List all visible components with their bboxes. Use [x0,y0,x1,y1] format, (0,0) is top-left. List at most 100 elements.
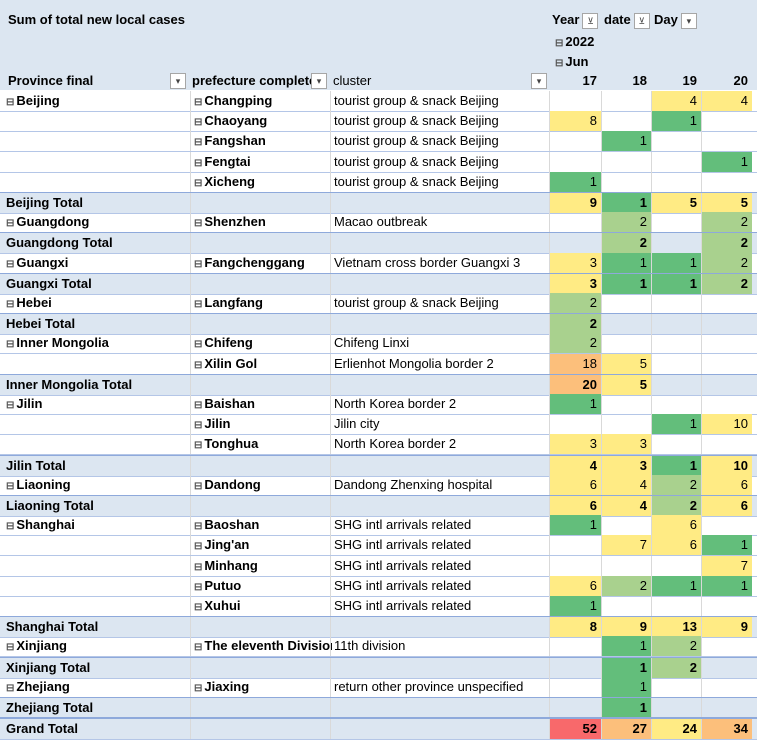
cluster-cell[interactable]: SHG intl arrivals related [330,575,552,596]
day-18-value-cell[interactable] [601,555,651,576]
cluster-cell[interactable] [330,374,552,395]
day-18-value-cell[interactable]: 5 [601,353,651,374]
day-17-value-cell[interactable]: 1 [549,596,601,616]
day-20-value-cell[interactable]: 2 [701,252,752,273]
day-17-value-cell[interactable]: 18 [549,353,601,374]
day-18-value-cell[interactable]: 7 [601,535,651,556]
day-18-value-cell[interactable]: 1 [601,193,651,213]
day-17-value-cell[interactable] [549,131,601,152]
day-19-value-cell[interactable] [651,333,701,354]
day-17-value-cell[interactable]: 4 [549,455,601,476]
prefecture-cell[interactable] [190,233,332,254]
day-19-value-cell[interactable]: 5 [651,193,701,213]
collapse-icon[interactable]: ⊟ [194,218,203,230]
day-19-value-cell[interactable]: 6 [651,535,701,556]
prefecture-cell[interactable]: ⊟ Tonghua [190,434,332,455]
day-17-value-cell[interactable]: 9 [549,193,601,213]
day-20-value-cell[interactable]: 2 [701,273,752,294]
prefecture-cell[interactable]: ⊟ Chaoyang [190,111,332,132]
year-filter[interactable]: Year ⊻ [552,12,599,29]
collapse-icon[interactable]: ⊟ [6,218,15,230]
province-cell[interactable] [6,172,186,192]
prefecture-cell[interactable]: ⊟ Fangchenggang [190,252,332,273]
date-filter[interactable]: date ⊻ [604,12,650,29]
prefecture-cell[interactable] [190,374,332,395]
day-17-value-cell[interactable]: 1 [549,515,601,536]
province-cell[interactable]: Zhejiang Total [6,698,186,718]
year-value[interactable]: ⊟ 2022 [555,34,595,49]
day-18-value-cell[interactable]: 2 [601,233,651,254]
province-cell[interactable]: Guangdong Total [6,233,186,253]
collapse-icon[interactable]: ⊟ [194,642,203,654]
province-cell[interactable] [6,111,186,131]
month-value[interactable]: ⊟ Jun [555,54,589,69]
day-17-value-cell[interactable]: 2 [549,314,601,335]
cluster-cell[interactable] [330,233,552,254]
collapse-icon[interactable]: ⊟ [6,642,15,654]
day-18-value-cell[interactable]: 1 [601,636,651,657]
prefecture-cell[interactable]: ⊟ Changping [190,91,332,111]
cluster-cell[interactable] [330,455,552,476]
day-18-value-cell[interactable] [601,333,651,354]
day-17-value-cell[interactable]: 2 [549,333,601,354]
cluster-cell[interactable]: SHG intl arrivals related [330,596,552,616]
province-cell[interactable] [6,576,186,596]
day-19-value-cell[interactable] [651,151,701,172]
filter-active-icon[interactable]: ⊻ [582,12,599,29]
cluster-cell[interactable]: 11th division [330,636,552,657]
day-17-value-cell[interactable] [549,151,601,172]
collapse-icon[interactable]: ⊟ [6,480,15,492]
prefecture-cell[interactable]: ⊟ Chifeng [190,333,332,354]
day-19-value-cell[interactable] [651,353,701,374]
prefecture-cell[interactable]: ⊟ Baoshan [190,515,332,536]
prefecture-cell[interactable]: ⊟ Fangshan [190,131,332,152]
day-17-value-cell[interactable] [549,233,601,254]
day-17-value-cell[interactable] [549,636,601,657]
day-17-value-cell[interactable] [549,535,601,556]
collapse-icon[interactable]: ⊟ [194,420,203,432]
collapse-icon[interactable]: ⊟ [6,299,15,310]
day-19-value-cell[interactable]: 13 [651,617,701,638]
day-19-value-cell[interactable] [651,233,701,254]
province-column-header[interactable]: Province final ▾ [8,73,186,89]
province-cell[interactable]: ⊟ Xinjiang [6,636,186,656]
collapse-icon[interactable]: ⊟ [555,38,564,49]
day-18-value-cell[interactable]: 5 [601,374,651,395]
prefecture-cell[interactable] [190,496,332,516]
day-20-value-cell[interactable]: 4 [701,91,752,111]
day-17-value-cell[interactable] [549,414,601,435]
day-18-value-cell[interactable]: 4 [601,474,651,495]
collapse-icon[interactable]: ⊟ [6,521,15,533]
prefecture-cell[interactable] [190,273,332,294]
collapse-icon[interactable]: ⊟ [194,541,203,553]
collapse-icon[interactable]: ⊟ [194,480,203,492]
collapse-icon[interactable]: ⊟ [194,137,203,149]
day-18-value-cell[interactable]: 3 [601,434,651,455]
day-19-value-cell[interactable]: 2 [651,657,701,678]
cluster-cell[interactable]: SHG intl arrivals related [330,535,552,556]
day-18-value-cell[interactable]: 1 [601,131,651,152]
province-cell[interactable] [6,354,186,374]
province-cell[interactable]: ⊟ Jilin [6,394,186,414]
day-20-value-cell[interactable] [701,515,752,536]
day-20-value-cell[interactable]: 5 [701,193,752,213]
day-19-value-cell[interactable] [651,212,701,233]
day-20-value-cell[interactable] [701,333,752,354]
prefecture-cell[interactable]: ⊟ Shenzhen [190,212,332,233]
day-18-value-cell[interactable]: 1 [601,657,651,678]
day-18-value-cell[interactable] [601,293,651,313]
day-17-value-cell[interactable]: 3 [549,434,601,455]
collapse-icon[interactable]: ⊟ [194,521,203,533]
day-17-value-cell[interactable]: 6 [549,496,601,516]
prefecture-cell[interactable]: ⊟ The eleventh Division [190,636,332,657]
filter-active-icon[interactable]: ⊻ [633,12,650,29]
prefecture-cell[interactable]: ⊟ Jiaxing [190,676,332,697]
province-cell[interactable]: ⊟ Inner Mongolia [6,333,186,353]
province-cell[interactable]: Shanghai Total [6,617,186,637]
province-cell[interactable]: ⊟ Guangdong [6,212,186,232]
cluster-cell[interactable]: SHG intl arrivals related [330,515,552,536]
day-20-value-cell[interactable] [701,314,752,335]
day-19-value-cell[interactable] [651,676,701,697]
day-17-value-cell[interactable]: 3 [549,252,601,273]
prefecture-cell[interactable] [190,719,332,740]
